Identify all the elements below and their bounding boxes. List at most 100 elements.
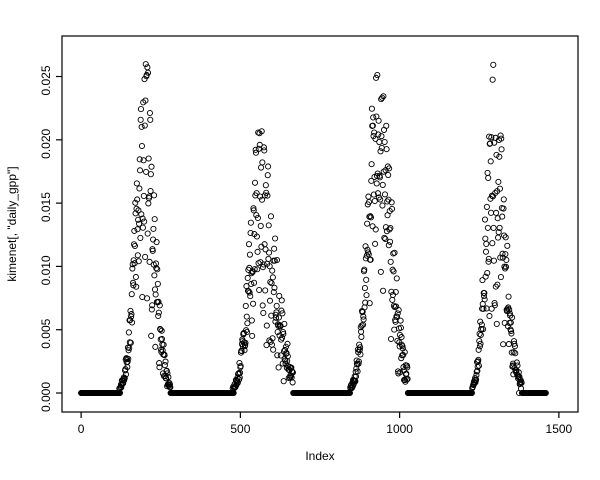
data-point	[500, 341, 507, 348]
data-point	[267, 338, 274, 345]
data-point	[493, 320, 500, 327]
data-point	[497, 132, 504, 139]
y-tick-label: 0.005	[39, 318, 53, 348]
data-point	[494, 234, 502, 241]
data-point	[510, 349, 517, 356]
data-point	[129, 279, 137, 286]
data-point	[542, 389, 549, 397]
data-point	[368, 105, 375, 112]
data-point	[289, 379, 296, 386]
data-point	[368, 161, 375, 168]
data-point	[278, 307, 285, 314]
data-point	[145, 200, 152, 207]
data-point	[246, 264, 253, 271]
data-point	[502, 251, 509, 258]
data-point	[373, 180, 380, 187]
data-point	[480, 305, 487, 312]
data-point	[376, 174, 383, 181]
data-point	[263, 322, 270, 329]
data-point	[259, 264, 267, 271]
data-point	[369, 223, 376, 230]
data-point	[498, 135, 505, 142]
data-point	[149, 247, 156, 254]
data-point	[365, 198, 373, 206]
data-point	[144, 230, 151, 237]
data-point	[365, 193, 372, 200]
data-point	[242, 302, 249, 310]
data-point	[356, 346, 363, 353]
x-tick-label: 1500	[546, 422, 573, 436]
data-point	[361, 304, 368, 311]
data-point	[375, 131, 382, 138]
data-point	[500, 196, 507, 203]
data-point	[487, 209, 495, 216]
data-point	[397, 369, 404, 376]
data-point	[485, 255, 492, 262]
data-point	[393, 313, 400, 320]
data-point	[129, 319, 136, 326]
data-point	[473, 372, 480, 379]
data-point	[403, 376, 410, 383]
data-point	[138, 211, 145, 218]
data-point	[135, 216, 142, 223]
data-point	[509, 314, 516, 321]
data-point	[267, 279, 274, 286]
data-point	[499, 250, 506, 257]
data-point	[514, 362, 521, 369]
data-point	[124, 358, 131, 365]
data-point	[251, 266, 258, 273]
data-point	[251, 179, 259, 186]
data-point	[289, 369, 296, 376]
data-point	[381, 138, 388, 146]
data-point	[483, 240, 490, 247]
data-point	[394, 310, 401, 317]
data-point	[503, 256, 510, 263]
data-point	[249, 332, 256, 339]
data-point	[269, 335, 276, 342]
data-point	[374, 190, 382, 197]
data-point	[506, 306, 513, 313]
data-point	[378, 133, 385, 140]
data-point	[274, 352, 281, 359]
data-point	[483, 203, 490, 210]
data-point	[360, 316, 367, 323]
y-tick-label: 0.015	[39, 192, 53, 222]
data-point	[481, 216, 489, 223]
x-axis-label: Index	[305, 449, 334, 463]
data-point	[275, 364, 282, 371]
data-point	[125, 329, 132, 336]
data-point	[136, 185, 143, 192]
data-point	[142, 97, 149, 104]
data-point	[127, 339, 134, 346]
data-point	[386, 165, 393, 172]
data-point	[468, 389, 475, 397]
data-point	[280, 378, 287, 385]
data-point	[365, 251, 372, 258]
data-point	[253, 233, 260, 240]
data-point	[404, 375, 411, 383]
data-point	[279, 310, 286, 317]
data-point	[136, 167, 144, 174]
data-point	[496, 153, 503, 160]
data-point	[151, 286, 159, 293]
data-point	[141, 218, 148, 225]
data-point	[393, 275, 400, 282]
data-point	[475, 346, 482, 353]
data-point	[490, 257, 497, 264]
data-point	[284, 353, 291, 360]
data-point	[389, 296, 396, 303]
data-point	[161, 352, 168, 359]
data-point	[501, 232, 508, 239]
data-point	[266, 297, 274, 304]
data-point	[277, 352, 284, 359]
data-point	[146, 258, 153, 265]
data-point	[488, 305, 495, 312]
data-point	[349, 384, 356, 391]
data-point	[397, 324, 404, 331]
data-point	[265, 222, 272, 229]
data-point	[149, 302, 156, 309]
data-point	[125, 355, 132, 362]
data-point	[273, 309, 280, 316]
data-point	[500, 205, 507, 212]
